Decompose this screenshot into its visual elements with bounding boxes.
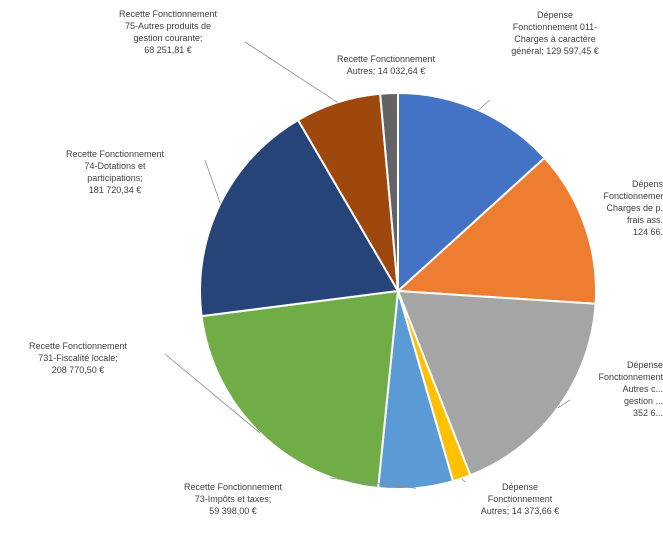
slice-label-1: Dépense Fonctionnement 011- Charges à cara… bbox=[511, 10, 599, 56]
slice-label-line: 124 66... bbox=[633, 227, 663, 237]
slice-label-line: 74-Dotations et bbox=[84, 161, 146, 171]
slice-label-line: 181 720,34 € bbox=[89, 185, 142, 195]
slice-label-line: Fonctionnement bbox=[488, 494, 553, 504]
slice-label-2: Dépense Fonctionnement Charges de p... frai… bbox=[603, 179, 663, 237]
slice-label-7: Recette Fonctionnement 74-Dotations et par… bbox=[66, 149, 165, 195]
slice-label-line: 75-Autres produits de bbox=[125, 21, 211, 31]
slice-label-5: Recette Fonctionnement 73-Impôts et taxes… bbox=[184, 482, 283, 516]
slice-label-line: 352 6... bbox=[633, 408, 663, 418]
leader-line-8 bbox=[244, 41, 338, 103]
slice-label-line: participations; bbox=[87, 173, 143, 183]
slice-label-line: Fonctionnement bbox=[603, 191, 663, 201]
slice-label-line: 59 398,00 € bbox=[209, 506, 257, 516]
slice-label-4: Dépense Fonctionnement Autres; 14 373,66 € bbox=[481, 482, 560, 516]
pie-slice-9 bbox=[379, 91, 399, 292]
pie-slice-6 bbox=[200, 289, 400, 490]
slice-label-line: gestion ... bbox=[624, 396, 663, 406]
slice-label-line: Recette Fonctionnement bbox=[119, 9, 218, 19]
slice-label-line: Dépense bbox=[502, 482, 538, 492]
pie-slice-1 bbox=[397, 91, 547, 294]
leader-line-7 bbox=[204, 159, 221, 204]
leader-line-3 bbox=[557, 399, 571, 409]
leader-line-1 bbox=[477, 99, 491, 111]
slice-label-line: Dépense bbox=[537, 10, 573, 20]
leader-line-4 bbox=[461, 478, 466, 483]
slice-label-line: Recette Fonctionnement bbox=[184, 482, 283, 492]
slice-label-line: Autres; 14 373,66 € bbox=[481, 506, 560, 516]
leader-line-6 bbox=[164, 353, 261, 434]
slice-label-8: Recette Fonctionnement 75-Autres produits… bbox=[119, 9, 218, 55]
slice-label-3: Dépense Fonctionnement Autres c... gestion … bbox=[598, 360, 663, 418]
slice-label-line: Recette Fonctionnement bbox=[337, 54, 436, 64]
slice-label-line: Autres; 14 032,64 € bbox=[347, 66, 426, 76]
slice-label-line: Recette Fonctionnement bbox=[66, 149, 165, 159]
slice-label-line: général; 129 597,45 € bbox=[511, 46, 599, 56]
slice-label-line: 731-Fiscalité locale; bbox=[38, 353, 118, 363]
slice-label-line: 68 251,81 € bbox=[144, 45, 192, 55]
slice-label-6: Recette Fonctionnement 731-Fiscalité loca… bbox=[29, 341, 128, 375]
slice-label-line: gestion courante; bbox=[133, 33, 202, 43]
slice-label-line: Dépense bbox=[632, 179, 663, 189]
slice-label-line: Fonctionnement 011- bbox=[513, 22, 597, 32]
leader-line-5 bbox=[329, 477, 416, 489]
slice-label-line: Charges de p... bbox=[606, 203, 663, 213]
slice-label-9: Recette Fonctionnement Autres; 14 032,64 … bbox=[337, 54, 436, 76]
slice-label-line: Autres c... bbox=[622, 384, 663, 394]
slice-label-line: 73-Impôts et taxes; bbox=[195, 494, 272, 504]
slice-label-line: frais ass... bbox=[627, 215, 663, 225]
pie-slice-7 bbox=[199, 118, 400, 318]
slice-label-line: Recette Fonctionnement bbox=[29, 341, 128, 351]
slice-label-line: 208 770,50 € bbox=[52, 365, 105, 375]
pie-slice-2 bbox=[395, 156, 597, 305]
slice-label-line: Fonctionnement bbox=[598, 372, 663, 382]
slice-label-line: Charges à caractère bbox=[514, 34, 596, 44]
slice-label-line: Dépense bbox=[627, 360, 663, 370]
